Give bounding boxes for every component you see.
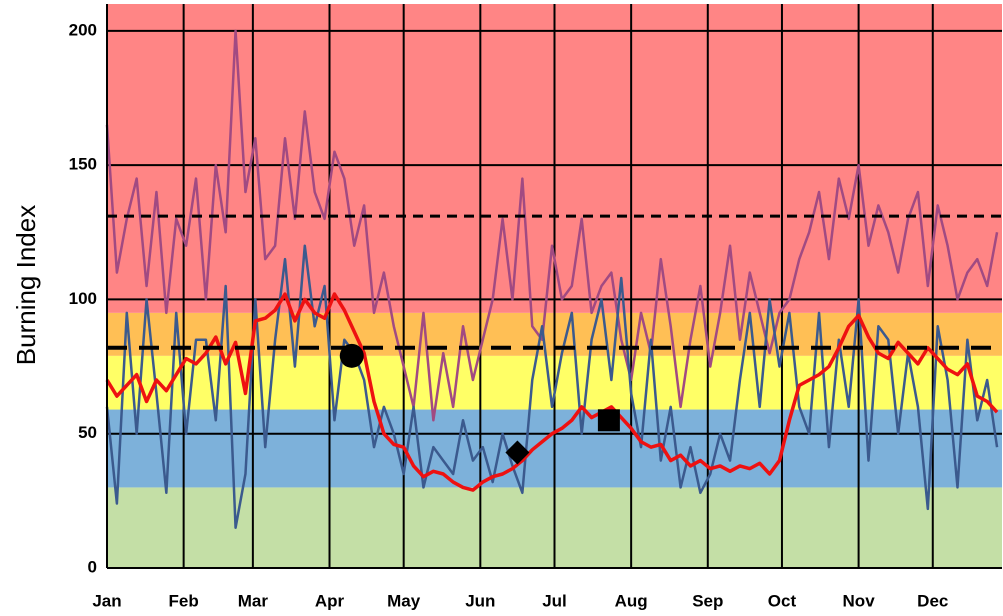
marker <box>597 409 620 432</box>
y-tick-label: 200 <box>69 20 97 39</box>
x-tick-label: Jun <box>465 591 495 610</box>
x-tick-label: Feb <box>169 591 199 610</box>
data-line <box>105 292 999 492</box>
x-tick-label: Dec <box>917 591 948 610</box>
data-line <box>105 244 999 529</box>
y-tick-label: 50 <box>78 423 97 442</box>
y-axis-label: Burning Index <box>11 205 41 365</box>
y-tick-label: 150 <box>69 155 97 174</box>
data-line <box>105 29 999 422</box>
x-tick-label: Sep <box>692 591 723 610</box>
x-tick-label: Nov <box>843 591 876 610</box>
x-tick-label: Oct <box>768 591 797 610</box>
x-tick-label: Aug <box>615 591 648 610</box>
marker <box>339 343 364 368</box>
y-tick-label: 0 <box>88 557 97 576</box>
x-tick-label: Jan <box>92 591 121 610</box>
x-tick-label: Apr <box>315 591 345 610</box>
x-tick-label: May <box>387 591 421 610</box>
y-tick-label: 100 <box>69 289 97 308</box>
marker <box>505 440 530 465</box>
x-tick-label: Jul <box>542 591 567 610</box>
x-tick-label: Mar <box>238 591 269 610</box>
